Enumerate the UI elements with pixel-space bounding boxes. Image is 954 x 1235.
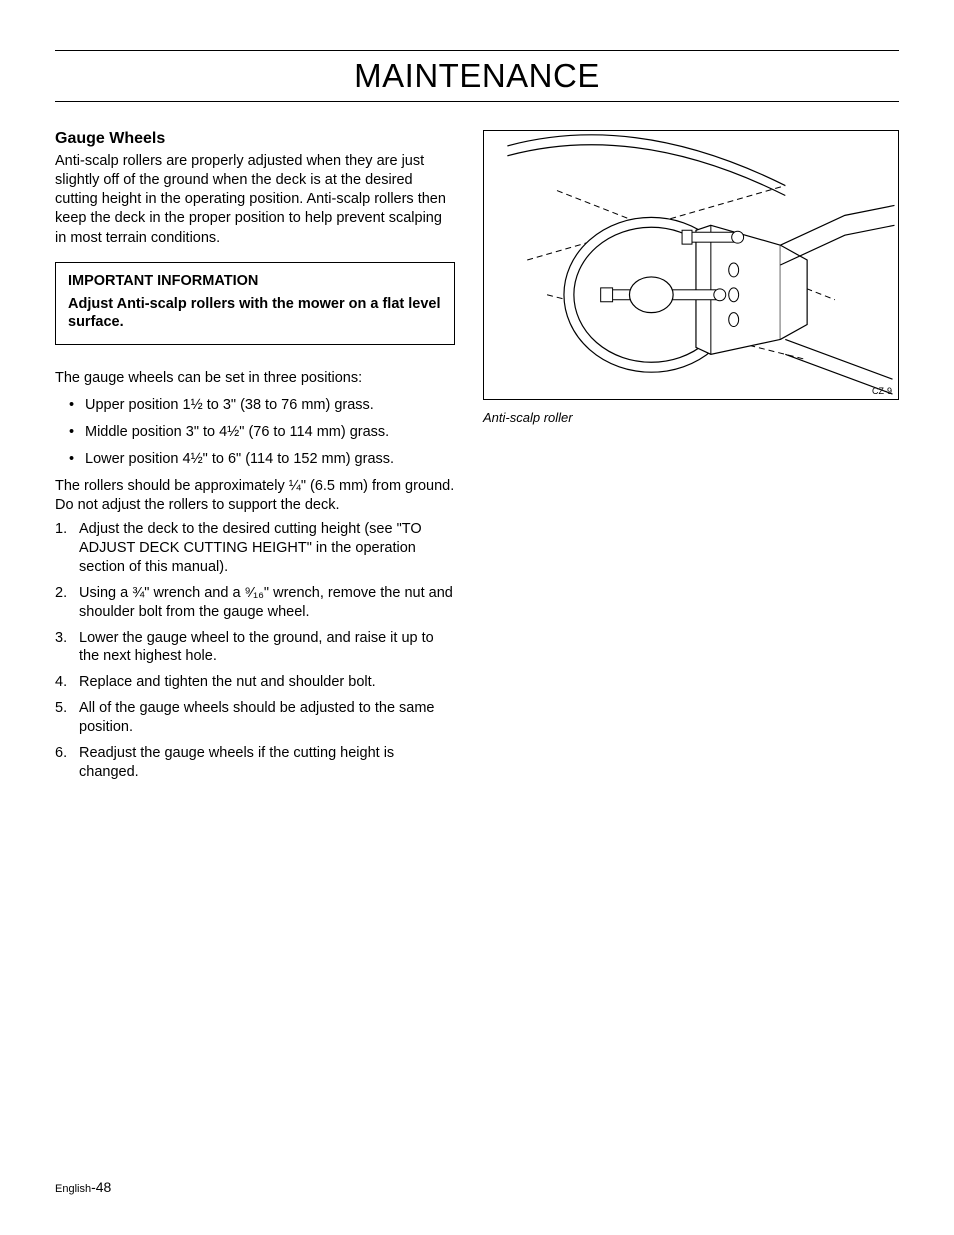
positions-intro: The gauge wheels can be set in three pos…: [55, 369, 455, 388]
figure-code-label: CZ-9: [872, 386, 892, 396]
positions-list: Upper position 1½ to 3" (38 to 76 mm) gr…: [55, 396, 455, 469]
rollers-note: The rollers should be approximately ¼" (…: [55, 477, 455, 515]
section-title: MAINTENANCE: [55, 57, 899, 95]
important-info-box: IMPORTANT INFORMATION Adjust Anti-scalp …: [55, 262, 455, 346]
list-item: All of the gauge wheels should be adjust…: [55, 699, 455, 737]
steps-list: Adjust the deck to the desired cutting h…: [55, 520, 455, 781]
info-box-title: IMPORTANT INFORMATION: [68, 273, 442, 289]
list-item: Using a ¾" wrench and a ⁹⁄₁₆" wrench, re…: [55, 584, 455, 622]
list-item: Adjust the deck to the desired cutting h…: [55, 520, 455, 577]
gauge-wheels-heading: Gauge Wheels: [55, 130, 455, 148]
list-item: Upper position 1½ to 3" (38 to 76 mm) gr…: [55, 396, 455, 415]
list-item: Lower the gauge wheel to the ground, and…: [55, 629, 455, 667]
right-column: CZ-9 Anti-scalp roller: [483, 130, 899, 789]
list-item: Replace and tighten the nut and shoulder…: [55, 673, 455, 692]
roller-diagram-svg: [484, 131, 898, 399]
intro-paragraph: Anti-scalp rollers are properly adjusted…: [55, 152, 455, 248]
list-item: Readjust the gauge wheels if the cutting…: [55, 744, 455, 782]
list-item: Lower position 4½" to 6" (114 to 152 mm)…: [55, 450, 455, 469]
footer-language: English: [55, 1183, 91, 1195]
left-column: Gauge Wheels Anti-scalp rollers are prop…: [55, 130, 455, 789]
anti-scalp-roller-figure: CZ-9: [483, 130, 899, 400]
info-box-text: Adjust Anti-scalp rollers with the mower…: [68, 295, 442, 333]
list-item: Middle position 3" to 4½" (76 to 114 mm)…: [55, 423, 455, 442]
footer-page-number: -48: [91, 1179, 111, 1195]
figure-caption: Anti-scalp roller: [483, 410, 899, 425]
page-footer: English-48: [55, 1179, 111, 1195]
